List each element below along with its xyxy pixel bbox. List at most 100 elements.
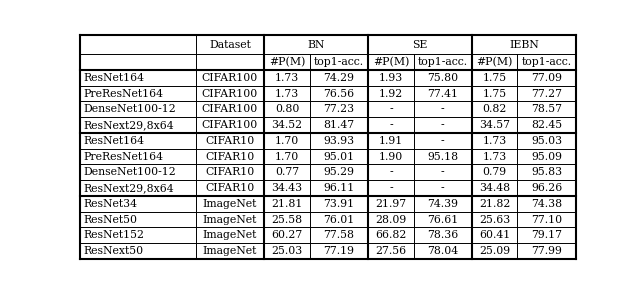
Text: 1.93: 1.93 bbox=[379, 73, 403, 83]
Text: 76.61: 76.61 bbox=[427, 214, 458, 225]
Text: CIFAR10: CIFAR10 bbox=[205, 183, 255, 193]
Text: Dataset: Dataset bbox=[209, 40, 251, 49]
Text: DenseNet100-12: DenseNet100-12 bbox=[83, 167, 176, 177]
Text: 77.99: 77.99 bbox=[531, 246, 562, 256]
Text: 1.73: 1.73 bbox=[275, 73, 299, 83]
Text: 0.77: 0.77 bbox=[275, 167, 299, 177]
Text: ResNet50: ResNet50 bbox=[83, 214, 137, 225]
Text: 1.73: 1.73 bbox=[483, 136, 507, 146]
Text: 77.10: 77.10 bbox=[531, 214, 563, 225]
Text: ImageNet: ImageNet bbox=[203, 230, 257, 240]
Text: ResNet152: ResNet152 bbox=[83, 230, 144, 240]
Text: 77.19: 77.19 bbox=[323, 246, 355, 256]
Text: 95.83: 95.83 bbox=[531, 167, 563, 177]
Text: 28.09: 28.09 bbox=[375, 214, 406, 225]
Text: 77.23: 77.23 bbox=[323, 104, 355, 114]
Text: 1.73: 1.73 bbox=[483, 152, 507, 162]
Text: 74.29: 74.29 bbox=[323, 73, 355, 83]
Text: 82.45: 82.45 bbox=[531, 120, 563, 130]
Text: 77.09: 77.09 bbox=[531, 73, 562, 83]
Text: PreResNet164: PreResNet164 bbox=[83, 152, 163, 162]
Text: ImageNet: ImageNet bbox=[203, 199, 257, 209]
Text: 77.58: 77.58 bbox=[323, 230, 355, 240]
Text: 1.75: 1.75 bbox=[483, 88, 507, 99]
Text: 76.56: 76.56 bbox=[323, 88, 355, 99]
Text: 81.47: 81.47 bbox=[323, 120, 355, 130]
Text: ImageNet: ImageNet bbox=[203, 246, 257, 256]
Text: CIFAR100: CIFAR100 bbox=[202, 88, 258, 99]
Text: ResNet164: ResNet164 bbox=[83, 136, 144, 146]
Text: 25.03: 25.03 bbox=[271, 246, 303, 256]
Text: -: - bbox=[441, 167, 445, 177]
Text: 0.80: 0.80 bbox=[275, 104, 299, 114]
Text: 95.09: 95.09 bbox=[531, 152, 562, 162]
Text: 25.09: 25.09 bbox=[479, 246, 510, 256]
Text: top1-acc.: top1-acc. bbox=[418, 57, 468, 67]
Text: 77.27: 77.27 bbox=[531, 88, 562, 99]
Text: -: - bbox=[389, 183, 393, 193]
Text: -: - bbox=[441, 183, 445, 193]
Text: 75.80: 75.80 bbox=[428, 73, 458, 83]
Text: 1.70: 1.70 bbox=[275, 152, 299, 162]
Text: SE: SE bbox=[413, 40, 428, 49]
Text: 25.58: 25.58 bbox=[271, 214, 303, 225]
Text: top1-acc.: top1-acc. bbox=[314, 57, 364, 67]
Text: 78.57: 78.57 bbox=[531, 104, 562, 114]
Text: #P(M): #P(M) bbox=[269, 57, 305, 67]
Text: 76.01: 76.01 bbox=[323, 214, 355, 225]
Text: 95.03: 95.03 bbox=[531, 136, 563, 146]
Text: 95.18: 95.18 bbox=[428, 152, 458, 162]
Text: 0.79: 0.79 bbox=[483, 167, 507, 177]
Text: 1.91: 1.91 bbox=[379, 136, 403, 146]
Text: ResNext29,8x64: ResNext29,8x64 bbox=[83, 183, 173, 193]
Text: -: - bbox=[389, 167, 393, 177]
Text: 73.91: 73.91 bbox=[323, 199, 355, 209]
Text: 74.38: 74.38 bbox=[531, 199, 563, 209]
Text: ResNet34: ResNet34 bbox=[83, 199, 137, 209]
Text: CIFAR10: CIFAR10 bbox=[205, 152, 255, 162]
Text: 34.52: 34.52 bbox=[271, 120, 303, 130]
Text: -: - bbox=[389, 120, 393, 130]
Text: 1.90: 1.90 bbox=[379, 152, 403, 162]
Text: 21.97: 21.97 bbox=[375, 199, 406, 209]
Text: ImageNet: ImageNet bbox=[203, 214, 257, 225]
Text: -: - bbox=[441, 136, 445, 146]
Text: top1-acc.: top1-acc. bbox=[522, 57, 572, 67]
Text: DenseNet100-12: DenseNet100-12 bbox=[83, 104, 176, 114]
Text: 1.73: 1.73 bbox=[275, 88, 299, 99]
Text: CIFAR10: CIFAR10 bbox=[205, 136, 255, 146]
Text: 1.75: 1.75 bbox=[483, 73, 507, 83]
Text: 34.48: 34.48 bbox=[479, 183, 510, 193]
Text: ResNext50: ResNext50 bbox=[83, 246, 143, 256]
Text: PreResNet164: PreResNet164 bbox=[83, 88, 163, 99]
Text: ResNet164: ResNet164 bbox=[83, 73, 144, 83]
Text: -: - bbox=[389, 104, 393, 114]
Text: 27.56: 27.56 bbox=[375, 246, 406, 256]
Text: 95.01: 95.01 bbox=[323, 152, 355, 162]
Text: 77.41: 77.41 bbox=[428, 88, 458, 99]
Text: 25.63: 25.63 bbox=[479, 214, 510, 225]
Text: 95.29: 95.29 bbox=[323, 167, 355, 177]
Text: 21.82: 21.82 bbox=[479, 199, 511, 209]
Text: CIFAR100: CIFAR100 bbox=[202, 120, 258, 130]
Text: 1.70: 1.70 bbox=[275, 136, 299, 146]
Text: 74.39: 74.39 bbox=[428, 199, 458, 209]
Text: 1.92: 1.92 bbox=[379, 88, 403, 99]
Text: #P(M): #P(M) bbox=[372, 57, 409, 67]
Text: 79.17: 79.17 bbox=[531, 230, 562, 240]
Text: ResNext29,8x64: ResNext29,8x64 bbox=[83, 120, 173, 130]
Text: 78.04: 78.04 bbox=[428, 246, 458, 256]
Text: 60.41: 60.41 bbox=[479, 230, 510, 240]
Text: 96.26: 96.26 bbox=[531, 183, 563, 193]
Text: 93.93: 93.93 bbox=[323, 136, 355, 146]
Text: -: - bbox=[441, 120, 445, 130]
Text: IEBN: IEBN bbox=[509, 40, 539, 49]
Text: 34.43: 34.43 bbox=[271, 183, 303, 193]
Text: 60.27: 60.27 bbox=[271, 230, 303, 240]
Text: CIFAR100: CIFAR100 bbox=[202, 104, 258, 114]
Text: #P(M): #P(M) bbox=[477, 57, 513, 67]
Text: -: - bbox=[441, 104, 445, 114]
Text: 0.82: 0.82 bbox=[483, 104, 507, 114]
Text: CIFAR10: CIFAR10 bbox=[205, 167, 255, 177]
Text: BN: BN bbox=[308, 40, 325, 49]
